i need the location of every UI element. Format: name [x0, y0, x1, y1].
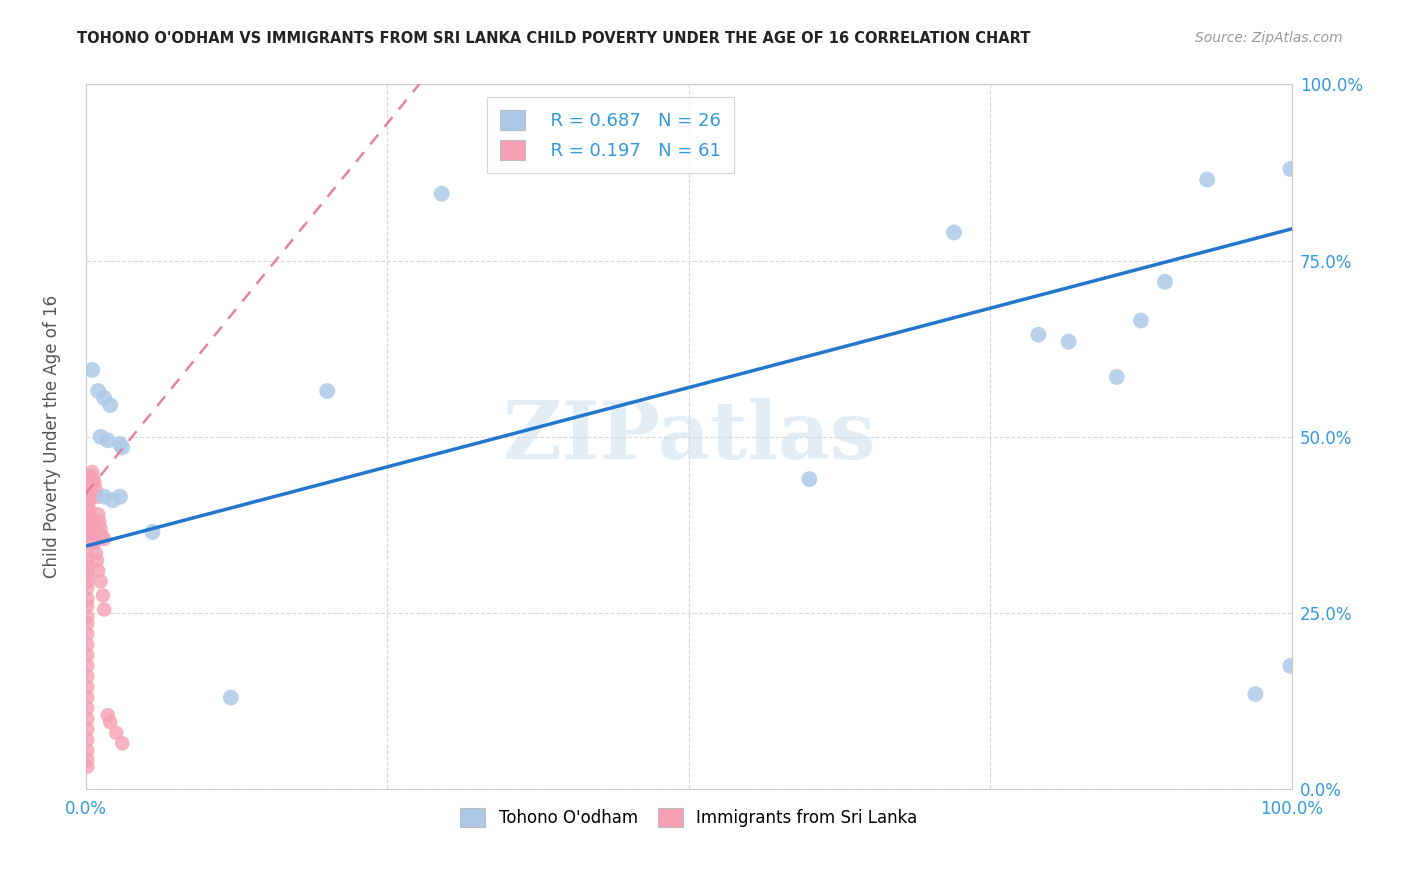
Point: [82, 521, 104, 535]
Point: [76, 479, 98, 493]
Point: [77, 472, 100, 486]
Point: [84, 546, 107, 560]
Point: [97, 708, 120, 723]
Point: [76, 712, 98, 726]
Point: [93, 391, 115, 405]
Text: TOHONO O'ODHAM VS IMMIGRANTS FROM SRI LANKA CHILD POVERTY UNDER THE AGE OF 16 CO: TOHONO O'ODHAM VS IMMIGRANTS FROM SRI LA…: [77, 31, 1031, 46]
Point: [93, 490, 115, 504]
Point: [76, 638, 98, 652]
Point: [76, 669, 98, 683]
Point: [76, 753, 98, 767]
Point: [76, 511, 98, 525]
Point: [430, 186, 453, 201]
Point: [76, 759, 98, 773]
Point: [79, 493, 101, 508]
Point: [91, 588, 114, 602]
Point: [1028, 327, 1050, 342]
Y-axis label: Child Poverty Under the Age of 16: Child Poverty Under the Age of 16: [44, 295, 60, 578]
Point: [82, 465, 104, 479]
Point: [76, 648, 98, 663]
Point: [93, 532, 115, 546]
Point: [97, 434, 120, 448]
Point: [1279, 161, 1302, 176]
Legend: Tohono O'odham, Immigrants from Sri Lanka: Tohono O'odham, Immigrants from Sri Lank…: [454, 801, 924, 834]
Point: [80, 475, 103, 490]
Point: [1244, 687, 1267, 701]
Point: [76, 743, 98, 757]
Point: [79, 468, 101, 483]
Point: [76, 582, 98, 596]
Point: [105, 726, 128, 740]
Point: [219, 690, 242, 705]
Point: [76, 521, 98, 535]
Point: [111, 736, 134, 750]
Point: [79, 504, 101, 518]
Point: [82, 363, 104, 377]
Point: [83, 535, 105, 549]
Point: [76, 574, 98, 589]
Point: [1057, 334, 1080, 349]
Point: [84, 483, 107, 497]
Point: [799, 472, 821, 486]
Point: [89, 515, 111, 529]
Text: ZIPatlas: ZIPatlas: [503, 398, 875, 475]
Point: [90, 521, 112, 535]
Point: [1279, 659, 1302, 673]
Point: [76, 591, 98, 606]
Point: [76, 553, 98, 567]
Point: [87, 384, 110, 398]
Point: [1105, 370, 1128, 384]
Point: [86, 553, 108, 567]
Point: [76, 659, 98, 673]
Text: Source: ZipAtlas.com: Source: ZipAtlas.com: [1195, 31, 1343, 45]
Point: [90, 528, 112, 542]
Point: [101, 493, 124, 508]
Point: [87, 564, 110, 578]
Point: [76, 532, 98, 546]
Point: [80, 515, 103, 529]
Point: [83, 475, 105, 490]
Point: [141, 524, 163, 539]
Point: [76, 560, 98, 574]
Point: [76, 680, 98, 694]
Point: [111, 441, 134, 455]
Point: [76, 690, 98, 705]
Point: [108, 437, 131, 451]
Point: [87, 508, 110, 522]
Point: [82, 528, 104, 542]
Point: [82, 472, 104, 486]
Point: [76, 500, 98, 515]
Point: [76, 627, 98, 641]
Point: [76, 616, 98, 631]
Point: [76, 609, 98, 624]
Point: [76, 732, 98, 747]
Point: [76, 599, 98, 613]
Point: [93, 602, 115, 616]
Point: [90, 430, 112, 444]
Point: [1197, 172, 1219, 186]
Point: [1154, 275, 1177, 289]
Point: [86, 490, 108, 504]
Point: [98, 715, 121, 730]
Point: [90, 574, 112, 589]
Point: [77, 479, 100, 493]
Point: [76, 542, 98, 557]
Point: [316, 384, 339, 398]
Point: [76, 701, 98, 715]
Point: [77, 486, 100, 500]
Point: [98, 398, 121, 412]
Point: [943, 226, 966, 240]
Point: [1129, 313, 1152, 327]
Point: [76, 490, 98, 504]
Point: [76, 723, 98, 737]
Point: [108, 490, 131, 504]
Point: [76, 567, 98, 582]
